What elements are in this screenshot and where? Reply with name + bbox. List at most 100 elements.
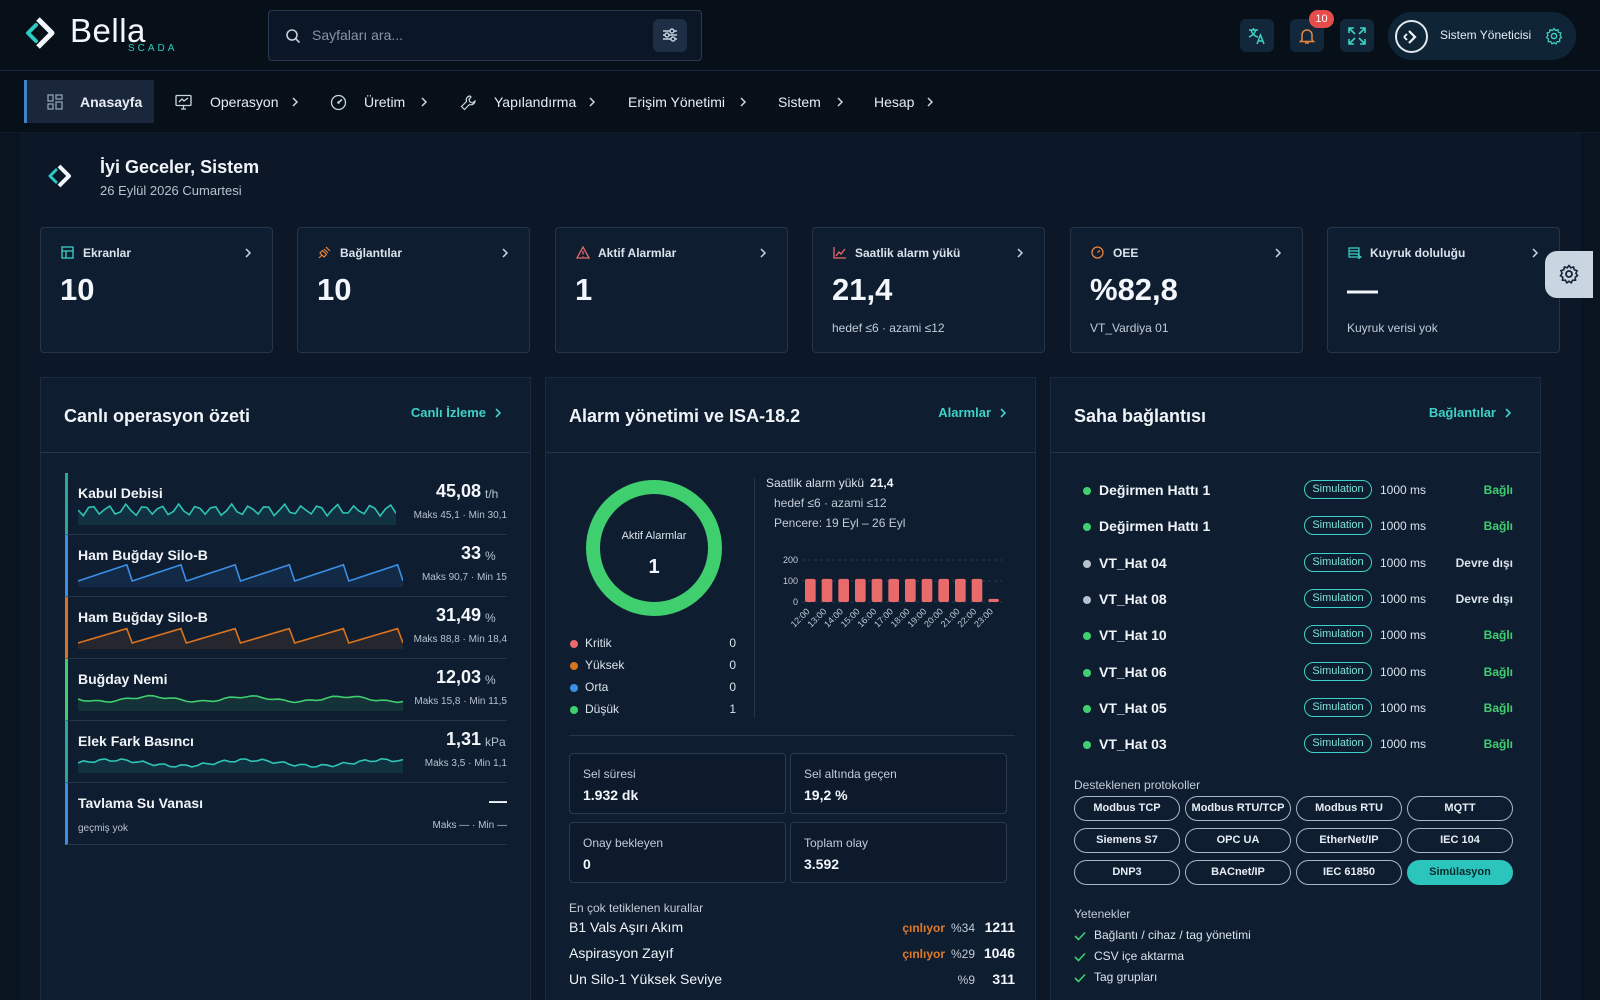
connection-status: Bağlı bbox=[1483, 519, 1513, 534]
connection-row[interactable]: VT_Hat 03 Simulation 1000 ms Bağlı bbox=[1083, 734, 1513, 756]
chart-bar[interactable] bbox=[971, 578, 983, 602]
protocol-chip[interactable]: Simülasyon bbox=[1407, 860, 1513, 885]
brand-logo[interactable]: Bella SCADA bbox=[24, 12, 174, 56]
metric-row[interactable]: Kabul Debisi 45,08 t/h Maks 45,1 · Min 30,1 bbox=[65, 473, 507, 535]
metric-row[interactable]: Ham Buğday Silo-B 33% Maks 90,7 · Min 15 bbox=[65, 535, 507, 597]
filter-button[interactable] bbox=[653, 19, 687, 52]
search-icon bbox=[286, 29, 301, 44]
metric-row[interactable]: Tavlama Su Vanası — Maks — · Min — geçmiş y… bbox=[65, 783, 507, 845]
severity-dot bbox=[570, 662, 578, 670]
alarms-link[interactable]: Alarmlar bbox=[938, 405, 1007, 420]
connection-name: VT_Hat 03 bbox=[1099, 736, 1167, 753]
connection-row[interactable]: VT_Hat 05 Simulation 1000 ms Bağlı bbox=[1083, 697, 1513, 720]
nav-configuration[interactable]: Yapılandırma bbox=[460, 80, 600, 123]
metric-value: 45,08 bbox=[435, 481, 481, 501]
nav-access-management[interactable]: Erişim Yönetimi bbox=[628, 80, 758, 123]
chart-bar[interactable] bbox=[905, 578, 916, 602]
metric-no-history: geçmiş yok bbox=[78, 823, 129, 834]
connections-link[interactable]: Bağlantılar bbox=[1429, 405, 1512, 420]
sparkline-area bbox=[78, 564, 403, 587]
connection-status-dot bbox=[1083, 595, 1091, 604]
rule-row[interactable]: Aspirasyon Zayıf çınlıyor %29 1046 bbox=[569, 945, 1015, 967]
stat-card-screens[interactable]: Ekranlar 10 bbox=[40, 227, 273, 353]
connection-row[interactable]: Değirmen Hattı 1 Simulation 1000 ms Bağlı bbox=[1083, 480, 1513, 502]
user-menu[interactable]: Sistem Yöneticisi bbox=[1388, 12, 1576, 60]
protocol-chip[interactable]: MQTT bbox=[1407, 796, 1513, 821]
live-monitoring-link[interactable]: Canlı İzleme bbox=[411, 405, 502, 420]
rule-count: 1046 bbox=[983, 945, 1015, 961]
active-alarms-donut bbox=[586, 480, 722, 616]
connection-status: Bağlı bbox=[1483, 737, 1513, 752]
protocol-chip[interactable]: Modbus TCP bbox=[1074, 796, 1180, 821]
stat-card-hourly-alarm-load[interactable]: Saatlik alarm yükü 21,4 hedef ≤6 · azami… bbox=[812, 227, 1045, 353]
chart-bar[interactable] bbox=[888, 578, 899, 602]
y-tick-label: 0 bbox=[793, 597, 798, 607]
nav-system-label: Sistem bbox=[778, 94, 821, 110]
protocol-chip[interactable]: DNP3 bbox=[1074, 860, 1180, 885]
severity-count: 0 bbox=[729, 680, 736, 694]
protocol-chip[interactable]: IEC 104 bbox=[1407, 828, 1513, 853]
sparkline bbox=[78, 502, 396, 525]
connection-row[interactable]: VT_Hat 10 Simulation 1000 ms Bağlı bbox=[1083, 625, 1513, 647]
user-settings-icon[interactable] bbox=[1545, 27, 1563, 45]
language-button[interactable] bbox=[1240, 19, 1274, 52]
nav-operation[interactable]: Operasyon bbox=[175, 80, 305, 123]
chart-bar[interactable] bbox=[855, 578, 866, 602]
connection-row[interactable]: Değirmen Hattı 1 Simulation 1000 ms Bağlı bbox=[1083, 516, 1513, 538]
nav-home[interactable]: Anasayfa bbox=[24, 80, 154, 123]
protocol-chip[interactable]: Modbus RTU bbox=[1296, 796, 1402, 821]
severity-label: Orta bbox=[585, 680, 609, 694]
area-chart-icon bbox=[833, 247, 846, 259]
stat-card-active-alarms[interactable]: Aktif Alarmlar 1 bbox=[555, 227, 788, 353]
protocol-chip[interactable]: Modbus RTU/TCP bbox=[1185, 796, 1291, 821]
chart-bar[interactable] bbox=[955, 578, 966, 602]
connection-name: VT_Hat 10 bbox=[1099, 627, 1167, 644]
metric-row[interactable]: Buğday Nemi 12,03% Maks 15,8 · Min 11,5 bbox=[65, 659, 507, 721]
stat-card-connections[interactable]: Bağlantılar 10 bbox=[297, 227, 530, 353]
notification-count-badge: 10 bbox=[1309, 10, 1334, 28]
stat-card-queue-fill[interactable]: Kuyruk doluluğu — Kuyruk verisi yok bbox=[1327, 227, 1560, 353]
nav-system[interactable]: Sistem bbox=[778, 80, 848, 123]
chevron-right-icon bbox=[502, 248, 509, 258]
chart-bar[interactable] bbox=[838, 578, 849, 602]
settings-side-button[interactable] bbox=[1545, 251, 1593, 298]
connection-row[interactable]: VT_Hat 08 Simulation 1000 ms Devre dışı bbox=[1083, 588, 1513, 611]
metric-range: Maks 45,1 · Min 30,1 bbox=[413, 510, 507, 521]
kpi-value: 19,2 % bbox=[804, 787, 848, 803]
monitor-icon bbox=[175, 94, 192, 110]
connection-status: Bağlı bbox=[1483, 628, 1513, 643]
connection-row[interactable]: VT_Hat 04 Simulation 1000 ms Devre dışı bbox=[1083, 552, 1513, 575]
protocol-chip[interactable]: Siemens S7 bbox=[1074, 828, 1180, 853]
search-box[interactable]: Sayfaları ara... bbox=[268, 10, 702, 61]
nav-production[interactable]: Üretim bbox=[330, 80, 430, 123]
connection-driver-tag: Simulation bbox=[1304, 516, 1372, 536]
stat-card-oee[interactable]: OEE %82,8 VT_Vardiya 01 bbox=[1070, 227, 1303, 353]
metric-range: Maks 88,8 · Min 18,4 bbox=[413, 634, 507, 645]
chart-bar[interactable] bbox=[805, 578, 816, 602]
kpi-flood-duration: Sel süresi 1.932 dk bbox=[569, 753, 786, 814]
chart-bar[interactable] bbox=[921, 578, 933, 602]
chart-bar[interactable] bbox=[821, 578, 833, 602]
severity-count: 0 bbox=[729, 658, 736, 672]
x-tick-label: 23:00 bbox=[972, 606, 995, 629]
metric-row[interactable]: Elek Fark Basıncı 1,31 kPa Maks 3,5 · Min 1… bbox=[65, 721, 507, 783]
chart-bar[interactable] bbox=[938, 578, 949, 602]
protocol-chip[interactable]: IEC 61850 bbox=[1296, 860, 1402, 885]
connection-row[interactable]: VT_Hat 06 Simulation 1000 ms Bağlı bbox=[1083, 661, 1513, 684]
rule-row[interactable]: Un Silo-1 Yüksek Seviye %9 311 bbox=[569, 971, 1015, 993]
time-window: Pencere: 19 Eyl – 26 Eyl bbox=[774, 516, 906, 530]
metric-row[interactable]: Ham Buğday Silo-B 31,49% Maks 88,8 · Min 1… bbox=[65, 597, 507, 659]
fullscreen-button[interactable] bbox=[1340, 19, 1374, 52]
nav-home-label: Anasayfa bbox=[80, 94, 143, 110]
chart-bar[interactable] bbox=[988, 598, 999, 602]
protocol-chip[interactable]: OPC UA bbox=[1185, 828, 1291, 853]
protocol-chip[interactable]: BACnet/IP bbox=[1185, 860, 1291, 885]
nav-account[interactable]: Hesap bbox=[874, 80, 944, 123]
kpi-pending-ack: Onay bekleyen 0 bbox=[569, 822, 786, 883]
rule-row[interactable]: B1 Vals Aşırı Akım çınlıyor %34 1211 bbox=[569, 919, 1015, 941]
protocol-chip[interactable]: EtherNet/IP bbox=[1296, 828, 1402, 853]
connection-poll-rate: 1000 ms bbox=[1380, 737, 1427, 752]
brand-sub: SCADA bbox=[128, 43, 178, 54]
chart-bar[interactable] bbox=[871, 578, 883, 602]
connection-status: Bağlı bbox=[1483, 664, 1513, 679]
